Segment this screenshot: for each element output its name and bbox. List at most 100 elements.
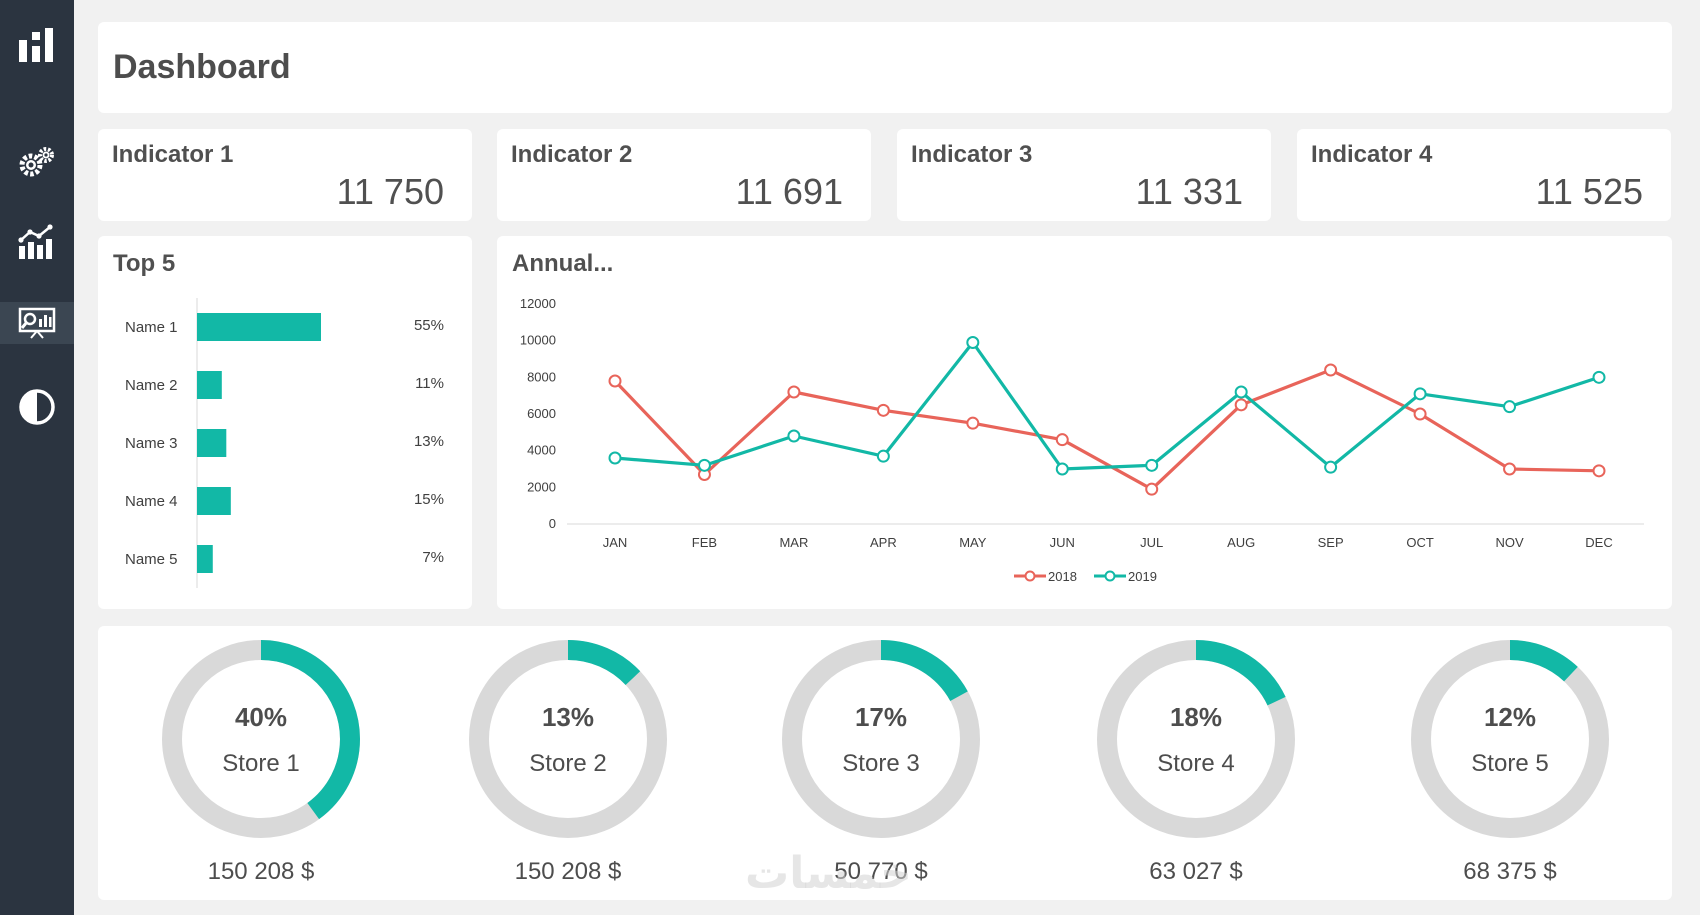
y-tick-label: 6000 (527, 406, 556, 421)
top5-card: Top 5 Name 1 55% Name 2 11% Name 3 13% Name 4 1… (98, 236, 472, 609)
store-amount: 150 208 $ (515, 858, 622, 885)
indicator-value: 11 691 (735, 171, 843, 212)
annual-card: Annual... 0 2000 4000 6000 8000 10000 12000 JAN… (497, 236, 1672, 609)
store-name: Store 1 (222, 750, 299, 777)
header-card: Dashboard (98, 22, 1672, 113)
series-point-2018 (608, 374, 622, 388)
top5-bar (197, 487, 231, 515)
series-point-2018 (1055, 433, 1069, 447)
annual-title: Annual... (512, 250, 614, 277)
indicator-label: Indicator 2 (511, 141, 633, 168)
top5-category-label: Name 3 (125, 435, 178, 452)
indicator-label: Indicator 4 (1311, 141, 1433, 168)
top5-bar (197, 429, 227, 457)
x-tick-label: JUL (1140, 535, 1163, 550)
analytics-chart-icon[interactable] (0, 221, 74, 263)
top5-value-label: 13% (414, 433, 444, 450)
series-point-2019 (1503, 400, 1517, 414)
series-point-2019 (787, 429, 801, 443)
top5-value-label: 11% (415, 375, 444, 392)
stores-card: 40% Store 1 150 208 $ 13% Store 2 150 208 $ 17… (98, 626, 1672, 900)
series-point-2019 (876, 449, 890, 463)
top5-bar-chart: Name 1 55% Name 2 11% Name 3 13% Name 4 15% Name… (125, 298, 444, 588)
indicator-value: 11 525 (1535, 171, 1643, 212)
store-percentage: 40% (235, 702, 287, 732)
y-tick-label: 8000 (527, 369, 556, 384)
legend-label: 2019 (1128, 569, 1157, 584)
top5-value-label: 55% (414, 317, 444, 334)
indicator-card-2: Indicator 2 11 691 (497, 129, 871, 221)
sidebar (0, 0, 74, 915)
presentation-board-icon[interactable] (0, 302, 74, 344)
series-line-2018 (613, 368, 1600, 491)
top5-bar (197, 545, 213, 573)
top5-category-label: Name 4 (125, 493, 178, 510)
top5-category-label: Name 5 (125, 551, 178, 568)
y-tick-label: 10000 (520, 333, 556, 348)
donut-segment (782, 640, 980, 838)
donut-segment (1411, 640, 1609, 838)
top5-bar (197, 313, 321, 341)
indicator-card-4: Indicator 4 11 525 (1297, 129, 1671, 221)
top5-value-label: 15% (414, 491, 444, 508)
x-tick-label: APR (870, 535, 897, 550)
y-tick-label: 12000 (520, 296, 556, 311)
series-point-2018 (966, 416, 980, 430)
theme-contrast-icon[interactable] (0, 386, 74, 428)
series-point-2018 (787, 385, 801, 399)
series-point-2019 (1145, 458, 1159, 472)
x-tick-label: SEP (1318, 535, 1344, 550)
x-tick-label: FEB (692, 535, 717, 550)
store-name: Store 2 (529, 750, 606, 777)
settings-gears-icon[interactable] (0, 141, 74, 183)
y-tick-label: 4000 (527, 443, 556, 458)
donut-segment (162, 640, 360, 838)
series-point-2019 (1055, 462, 1069, 476)
page-title: Dashboard (113, 48, 291, 86)
series-point-2019 (1324, 460, 1338, 474)
series-point-2018 (1234, 398, 1248, 412)
x-tick-label: MAY (959, 535, 987, 550)
donut-segment (1097, 640, 1295, 838)
top5-category-label: Name 2 (125, 377, 178, 394)
legend-marker (1024, 570, 1036, 582)
series-point-2018 (1503, 462, 1517, 476)
store-percentage: 12% (1484, 702, 1536, 732)
stores-donut-charts: 40% Store 1 150 208 $ 13% Store 2 150 208 $ 17… (162, 640, 1609, 885)
legend-marker (1104, 570, 1116, 582)
store-name: Store 4 (1157, 750, 1234, 777)
legend-label: 2018 (1048, 569, 1077, 584)
series-point-2018 (1413, 407, 1427, 421)
series-point-2019 (966, 336, 980, 349)
x-tick-label: AUG (1227, 535, 1255, 550)
annual-line-chart: 0 2000 4000 6000 8000 10000 12000 JAN FEB MAR APR M… (520, 296, 1644, 584)
series-point-2018 (876, 403, 890, 417)
series-line-2019 (614, 340, 1600, 471)
series-point-2018 (1145, 482, 1159, 496)
x-tick-label: JUN (1050, 535, 1075, 550)
top5-title: Top 5 (113, 250, 176, 277)
store-percentage: 13% (542, 702, 594, 732)
store-amount: 50 770 $ (834, 858, 927, 885)
x-tick-label: OCT (1406, 535, 1434, 550)
store-percentage: 17% (855, 702, 907, 732)
series-point-2018 (1324, 363, 1338, 377)
series-point-2019 (1234, 385, 1248, 399)
store-amount: 150 208 $ (208, 858, 315, 885)
x-tick-label: MAR (779, 535, 808, 550)
series-point-2019 (1413, 387, 1427, 401)
series-point-2019 (697, 458, 711, 472)
top5-value-label: 7% (422, 549, 444, 566)
series-point-2018 (1592, 464, 1606, 478)
indicator-card-3: Indicator 3 11 331 (897, 129, 1271, 221)
y-tick-label: 0 (549, 516, 556, 531)
store-percentage: 18% (1170, 702, 1222, 732)
watermark: خمسات (745, 848, 912, 899)
store-name: Store 3 (842, 750, 919, 777)
series-point-2019 (608, 451, 622, 465)
x-tick-label: JAN (603, 535, 628, 550)
indicator-card-1: Indicator 1 11 750 (98, 129, 472, 221)
top5-category-label: Name 1 (125, 319, 178, 336)
indicator-value: 11 750 (336, 171, 444, 212)
logo-bars-icon[interactable] (0, 24, 74, 66)
